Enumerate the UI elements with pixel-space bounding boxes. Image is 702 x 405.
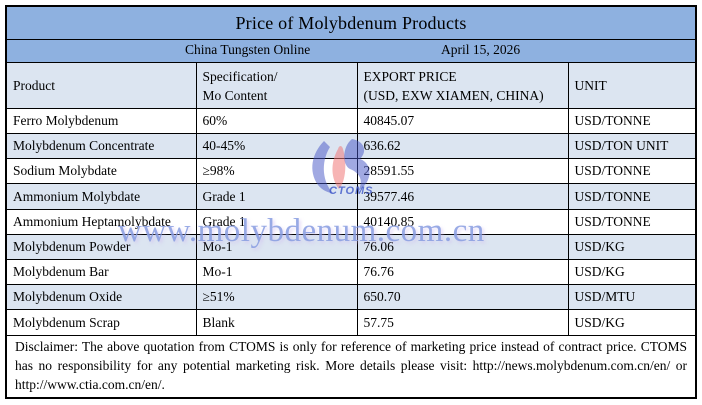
title-row: Price of Molybdenum Products [5, 5, 697, 41]
unit-cell: USD/TONNE [567, 183, 697, 210]
unit-cell: USD/TONNE [567, 107, 697, 135]
unit-cell: USD/MTU [567, 284, 697, 311]
table-row: Sodium Molybdate ≥98% 28591.55 USD/TONNE [5, 158, 697, 185]
column-header-row: Product Specification/ Mo Content EXPORT… [5, 62, 697, 109]
price-header-line1: EXPORT PRICE [363, 68, 457, 84]
table-row: Molybdenum Concentrate 40-45% 636.62 USD… [5, 133, 697, 160]
table-row: Molybdenum Powder Mo-1 76.06 USD/KG [5, 233, 697, 261]
product-cell: Molybdenum Bar [5, 259, 197, 286]
product-cell: Molybdenum Oxide [5, 284, 197, 311]
col-header-unit: UNIT [567, 62, 697, 109]
table-row: Molybdenum Bar Mo-1 76.76 USD/KG [5, 259, 697, 286]
table-row: Molybdenum Scrap Blank 57.75 USD/KG [5, 309, 697, 336]
spec-cell: 40-45% [195, 133, 358, 160]
unit-cell: USD/TONNE [567, 158, 697, 185]
price-cell: 40140.85 [356, 208, 569, 235]
subheader-cell: China Tungsten Online April 15, 2026 [5, 39, 697, 64]
price-cell: 40845.07 [356, 107, 569, 135]
col-header-price: EXPORT PRICE (USD, EXW XIAMEN, CHINA) [356, 62, 569, 109]
price-cell: 76.76 [356, 259, 569, 286]
date-label: April 15, 2026 [441, 42, 521, 58]
unit-cell: USD/KG [567, 309, 697, 336]
unit-cell: USD/KG [567, 233, 697, 261]
table-row: Molybdenum Oxide ≥51% 650.70 USD/MTU [5, 284, 697, 311]
price-cell: 39577.46 [356, 183, 569, 210]
spec-cell: Grade 1 [195, 183, 358, 210]
page-title: Price of Molybdenum Products [5, 5, 697, 41]
price-cell: 650.70 [356, 284, 569, 311]
product-cell: Ferro Molybdenum [5, 107, 197, 135]
product-cell: Molybdenum Scrap [5, 309, 197, 336]
price-cell: 636.62 [356, 133, 569, 160]
price-cell: 28591.55 [356, 158, 569, 185]
col-header-product: Product [5, 62, 197, 109]
price-header-line2: (USD, EXW XIAMEN, CHINA) [363, 87, 544, 103]
table-row: Ammonium Heptamolybdate Grade 1 40140.85… [5, 208, 697, 235]
product-cell: Molybdenum Powder [5, 233, 197, 261]
price-cell: 57.75 [356, 309, 569, 336]
subheader-row: China Tungsten Online April 15, 2026 [5, 39, 697, 64]
unit-cell: USD/TON UNIT [567, 133, 697, 160]
unit-cell: USD/KG [567, 259, 697, 286]
spec-cell: Blank [195, 309, 358, 336]
price-cell: 76.06 [356, 233, 569, 261]
table-row: Ferro Molybdenum 60% 40845.07 USD/TONNE [5, 107, 697, 135]
price-table: Price of Molybdenum Products China Tungs… [5, 5, 698, 399]
unit-cell: USD/TONNE [567, 208, 697, 235]
product-cell: Molybdenum Concentrate [5, 133, 197, 160]
spec-cell: Grade 1 [195, 208, 358, 235]
product-cell: Sodium Molybdate [5, 158, 197, 185]
spec-cell: 60% [195, 107, 358, 135]
table-row: Ammonium Molybdate Grade 1 39577.46 USD/… [5, 183, 697, 210]
product-cell: Ammonium Heptamolybdate [5, 208, 197, 235]
spec-cell: Mo-1 [195, 259, 358, 286]
product-cell: Ammonium Molybdate [5, 183, 197, 210]
spec-cell: ≥51% [195, 284, 358, 311]
spec-cell: Mo-1 [195, 233, 358, 261]
spec-cell: ≥98% [195, 158, 358, 185]
source-label: China Tungsten Online [185, 42, 311, 58]
disclaimer-text: Disclaimer: The above quotation from CTO… [5, 334, 697, 399]
spec-header-line1: Specification/ [202, 68, 278, 84]
col-header-spec: Specification/ Mo Content [195, 62, 358, 109]
spec-header-line2: Mo Content [202, 87, 268, 103]
disclaimer-row: Disclaimer: The above quotation from CTO… [5, 334, 697, 399]
